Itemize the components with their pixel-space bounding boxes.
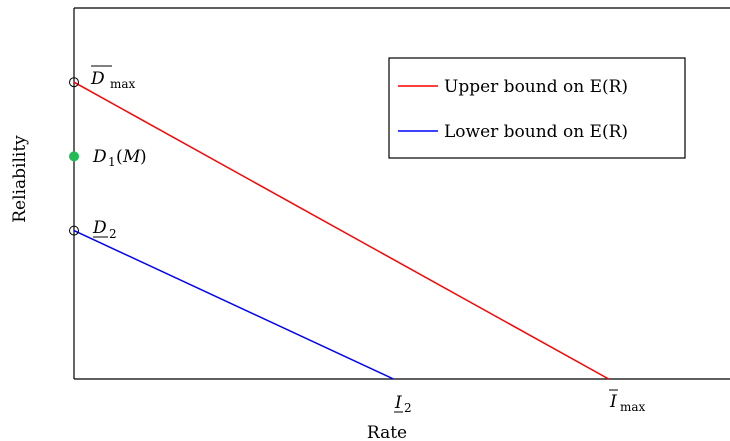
- y-axis-label: Reliability: [10, 135, 30, 223]
- legend-label-upper: Upper bound on E(R): [444, 77, 628, 97]
- legend-box: [388, 57, 686, 159]
- series-layer: [73, 81, 610, 380]
- svg-text:1: 1: [108, 155, 116, 169]
- legend: Upper bound on E(R) Lower bound on E(R): [388, 57, 686, 159]
- marker-point-2: [69, 225, 79, 236]
- x-axis-label: Rate: [367, 423, 407, 441]
- x-tick-label-i-max: I max: [609, 389, 646, 414]
- svg-text:(: (: [116, 147, 123, 167]
- svg-text:I: I: [394, 393, 402, 413]
- svg-text:max: max: [620, 400, 646, 414]
- svg-text:D: D: [90, 69, 105, 89]
- point-label-d-max: D max: [90, 65, 136, 91]
- marker-point-1: [69, 151, 79, 162]
- svg-text:D: D: [92, 218, 107, 238]
- legend-label-lower: Lower bound on E(R): [444, 122, 628, 142]
- svg-text:I: I: [609, 392, 617, 412]
- svg-text:D: D: [92, 147, 107, 167]
- svg-text:max: max: [110, 77, 136, 91]
- series-line-0: [73, 81, 610, 380]
- point-label-d1-m: D 1 ( M ): [92, 147, 147, 169]
- marker-point-0: [69, 77, 79, 88]
- series-line-1: [73, 229, 394, 380]
- svg-text:M: M: [122, 147, 141, 167]
- svg-text:): ): [140, 147, 147, 167]
- svg-text:2: 2: [404, 401, 412, 415]
- points-layer: [69, 77, 79, 236]
- svg-text:2: 2: [109, 227, 117, 241]
- point-label-d2: D 2: [92, 218, 117, 241]
- x-tick-label-i2: I 2: [394, 393, 412, 415]
